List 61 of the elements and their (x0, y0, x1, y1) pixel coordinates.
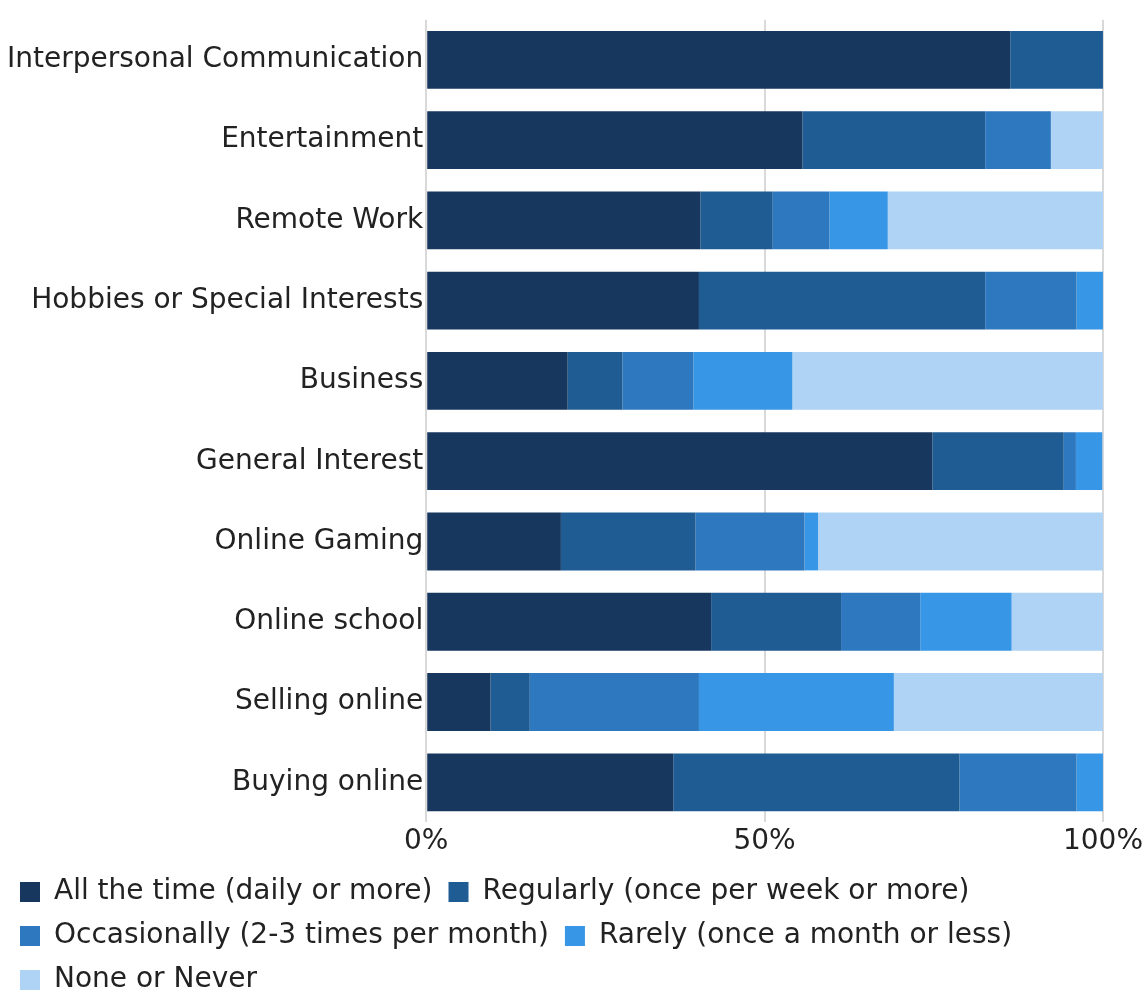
bar (427, 592, 712, 651)
legend-label: All the time (daily or more) (54, 873, 433, 907)
bar (698, 673, 894, 731)
bar (792, 352, 1103, 410)
bar (932, 432, 1064, 491)
bar (1011, 592, 1103, 651)
y-tick-label: General Interest (196, 442, 424, 476)
bar (887, 191, 1103, 250)
bar (427, 512, 561, 571)
y-tick-label: Hobbies or Special Interests (31, 281, 424, 315)
bar (959, 753, 1077, 812)
bar (427, 352, 568, 410)
bar (693, 352, 793, 410)
legend-label: Regularly (once per week or more) (482, 873, 970, 907)
bar (427, 673, 491, 731)
bar (427, 432, 933, 491)
bar (711, 592, 842, 651)
bar (622, 352, 694, 410)
y-tick-label: Selling online (235, 683, 424, 717)
bar (1010, 31, 1103, 89)
bar (802, 111, 986, 170)
bar (567, 352, 623, 410)
legend-label: Rarely (once a month or less) (598, 917, 1013, 951)
bar (985, 111, 1051, 170)
x-tick-label: 100% (1062, 823, 1144, 857)
bar (985, 271, 1077, 330)
bar (427, 31, 1011, 89)
bar (529, 673, 699, 731)
y-tick-label: Remote Work (235, 201, 425, 235)
bar (1063, 432, 1076, 491)
bar (698, 271, 986, 330)
bar (427, 271, 699, 330)
bar (772, 191, 830, 250)
bar (804, 512, 819, 571)
bar (560, 512, 696, 571)
y-tick-label: Online school (234, 603, 424, 637)
bar (920, 592, 1012, 651)
y-tick-label: Entertainment (221, 121, 424, 155)
bar (427, 753, 674, 812)
bar (818, 512, 1103, 571)
bar (829, 191, 888, 250)
y-tick-label: Business (299, 362, 424, 396)
bar (673, 753, 960, 812)
legend-label: Occasionally (2-3 times per month) (54, 917, 549, 951)
bar (427, 111, 803, 170)
legend-label: None or Never (54, 961, 258, 995)
bar (1050, 111, 1103, 170)
bar (1076, 271, 1103, 330)
x-tick-label: 0% (404, 823, 449, 857)
y-tick-label: Buying online (232, 763, 424, 797)
bar (695, 512, 805, 571)
x-tick-label: 50% (733, 823, 796, 857)
bar (1075, 432, 1103, 491)
y-tick-label: Online Gaming (214, 522, 424, 556)
bar (841, 592, 921, 651)
bar (700, 191, 773, 250)
y-tick-label: Interpersonal Communication (6, 41, 424, 75)
bar (893, 673, 1103, 731)
bar (490, 673, 530, 731)
bar (427, 191, 701, 250)
bar (1076, 753, 1103, 812)
